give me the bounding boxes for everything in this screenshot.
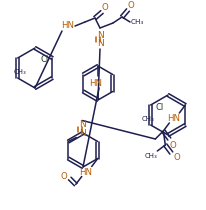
Text: CH₃: CH₃ — [130, 19, 144, 25]
Text: O: O — [170, 140, 177, 150]
Text: Cl: Cl — [40, 55, 48, 64]
Text: N: N — [79, 120, 86, 129]
Text: O: O — [60, 172, 67, 181]
Text: N: N — [97, 39, 103, 49]
Text: N: N — [97, 30, 103, 39]
Text: HN: HN — [79, 168, 92, 177]
Text: N: N — [79, 129, 86, 138]
Text: Cl: Cl — [156, 102, 164, 112]
Text: O: O — [128, 1, 134, 11]
Text: CH₃: CH₃ — [13, 69, 26, 75]
Text: O: O — [174, 152, 181, 161]
Text: HN: HN — [89, 80, 103, 88]
Text: HN: HN — [167, 114, 180, 123]
Text: CH₃: CH₃ — [145, 153, 158, 159]
Text: CH₃: CH₃ — [141, 116, 154, 122]
Text: HN: HN — [62, 21, 75, 30]
Text: O: O — [102, 4, 108, 13]
